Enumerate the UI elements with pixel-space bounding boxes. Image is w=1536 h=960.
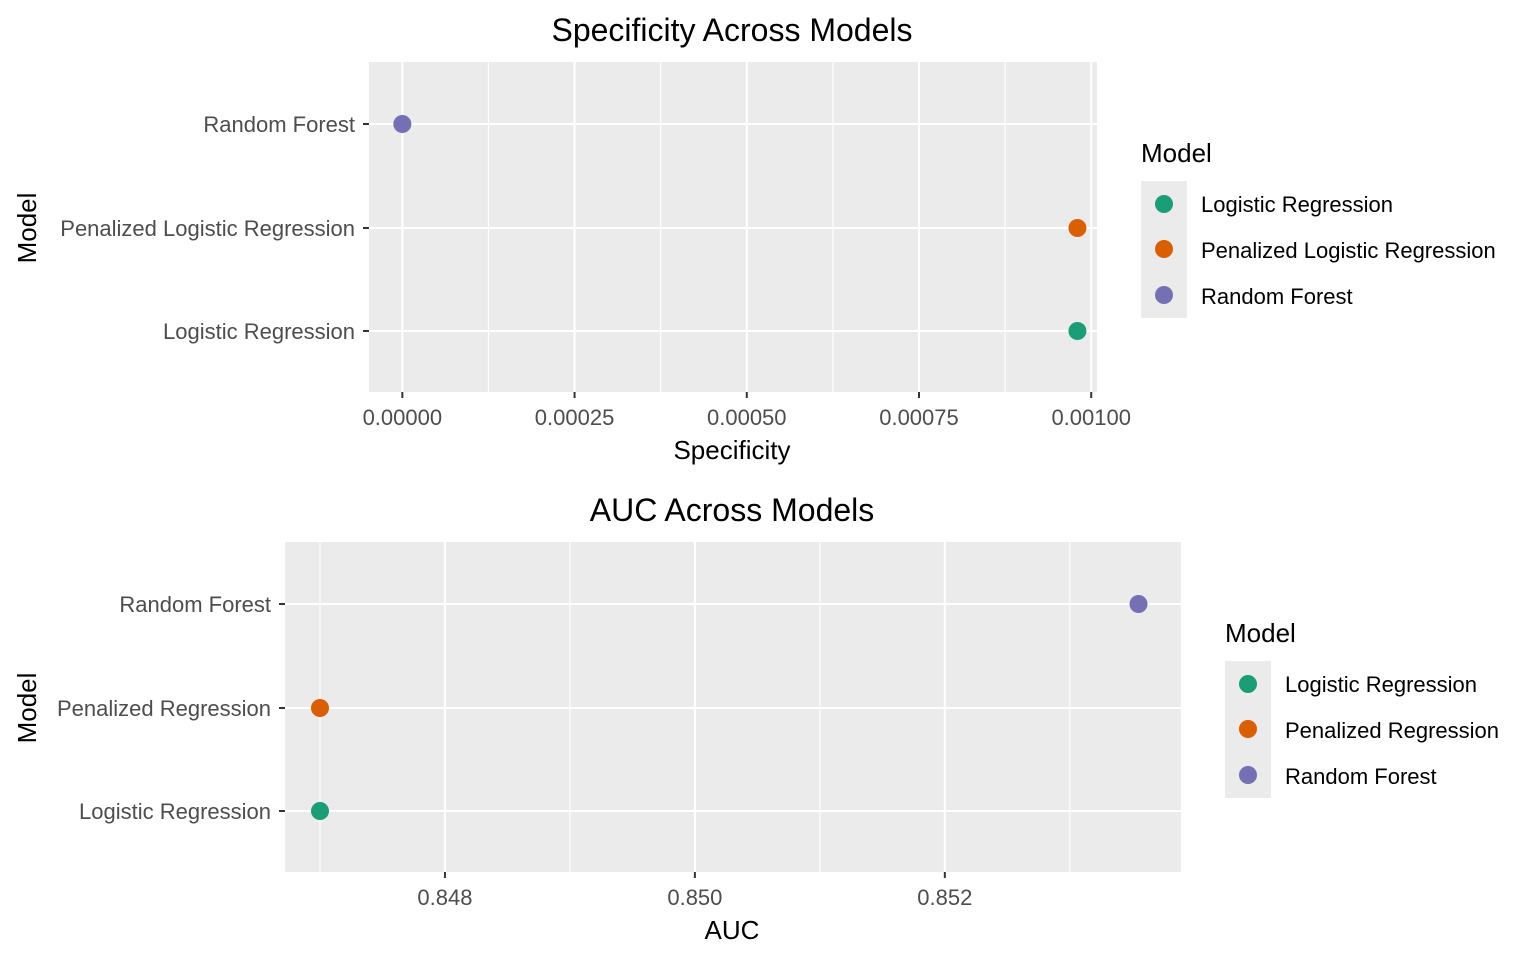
legend-label-logistic-regression: Logistic Regression — [1201, 192, 1393, 217]
data-point-logistic-regression — [1068, 322, 1087, 340]
x-axis-title: AUC — [705, 915, 760, 945]
chart-title: AUC Across Models — [590, 492, 875, 528]
x-axis-title: Specificity — [673, 435, 790, 465]
legend-key-random-forest — [1239, 766, 1257, 784]
legend-label-random-forest: Random Forest — [1285, 764, 1437, 789]
data-point-logistic-regression — [310, 802, 329, 820]
legend-key-logistic-regression — [1155, 195, 1173, 213]
chart-title: Specificity Across Models — [551, 12, 912, 48]
plot-area: 0.848 0.850 0.852 Logistic Regression Penali… — [57, 542, 1181, 910]
legend-label-logistic-regression: Logistic Regression — [1285, 672, 1477, 697]
y-tick-label: Penalized Regression — [57, 696, 271, 721]
y-tick-label: Logistic Regression — [79, 799, 271, 824]
chart-auc: AUC Across Models 0.848 0.850 0.852 Logisti… — [12, 492, 1499, 945]
legend-title: Model — [1225, 618, 1296, 648]
data-point-random-forest — [393, 115, 412, 133]
legend-key-penalized-logistic-regression — [1155, 240, 1173, 258]
legend-key-random-forest — [1155, 286, 1173, 304]
legend-label-penalized-logistic-regression: Penalized Logistic Regression — [1201, 238, 1496, 263]
y-tick-label: Logistic Regression — [163, 319, 355, 344]
y-tick-label: Penalized Logistic Regression — [60, 216, 355, 241]
x-tick-label: 0.00100 — [1051, 405, 1131, 430]
y-tick-label: Random Forest — [203, 112, 355, 137]
x-tick-label: 0.00025 — [535, 405, 615, 430]
y-tick-label: Random Forest — [119, 592, 271, 617]
y-axis-title: Model — [12, 193, 42, 264]
x-tick-label: 0.00075 — [879, 405, 959, 430]
legend: Model Logistic Regression Penalized Logi… — [1141, 138, 1496, 318]
legend: Model Logistic Regression Penalized Regr… — [1225, 618, 1499, 798]
x-tick-label: 0.850 — [667, 885, 722, 910]
data-point-penalized-logistic-regression — [1068, 219, 1087, 237]
legend-key-penalized-regression — [1239, 720, 1257, 738]
legend-label-random-forest: Random Forest — [1201, 284, 1353, 309]
data-point-penalized-regression — [310, 699, 329, 717]
plot-area: 0.00000 0.00025 0.00050 0.00075 0.00100 Logis… — [60, 62, 1131, 430]
legend-key-logistic-regression — [1239, 675, 1257, 693]
y-axis-title: Model — [12, 673, 42, 744]
legend-label-penalized-regression: Penalized Regression — [1285, 718, 1499, 743]
x-tick-label: 0.00000 — [363, 405, 443, 430]
x-tick-label: 0.00050 — [707, 405, 787, 430]
chart-specificity: Specificity Across Models 0.00000 0.00025… — [12, 12, 1496, 465]
x-tick-label: 0.848 — [417, 885, 472, 910]
x-tick-label: 0.852 — [917, 885, 972, 910]
data-point-random-forest — [1129, 595, 1148, 613]
legend-title: Model — [1141, 138, 1212, 168]
